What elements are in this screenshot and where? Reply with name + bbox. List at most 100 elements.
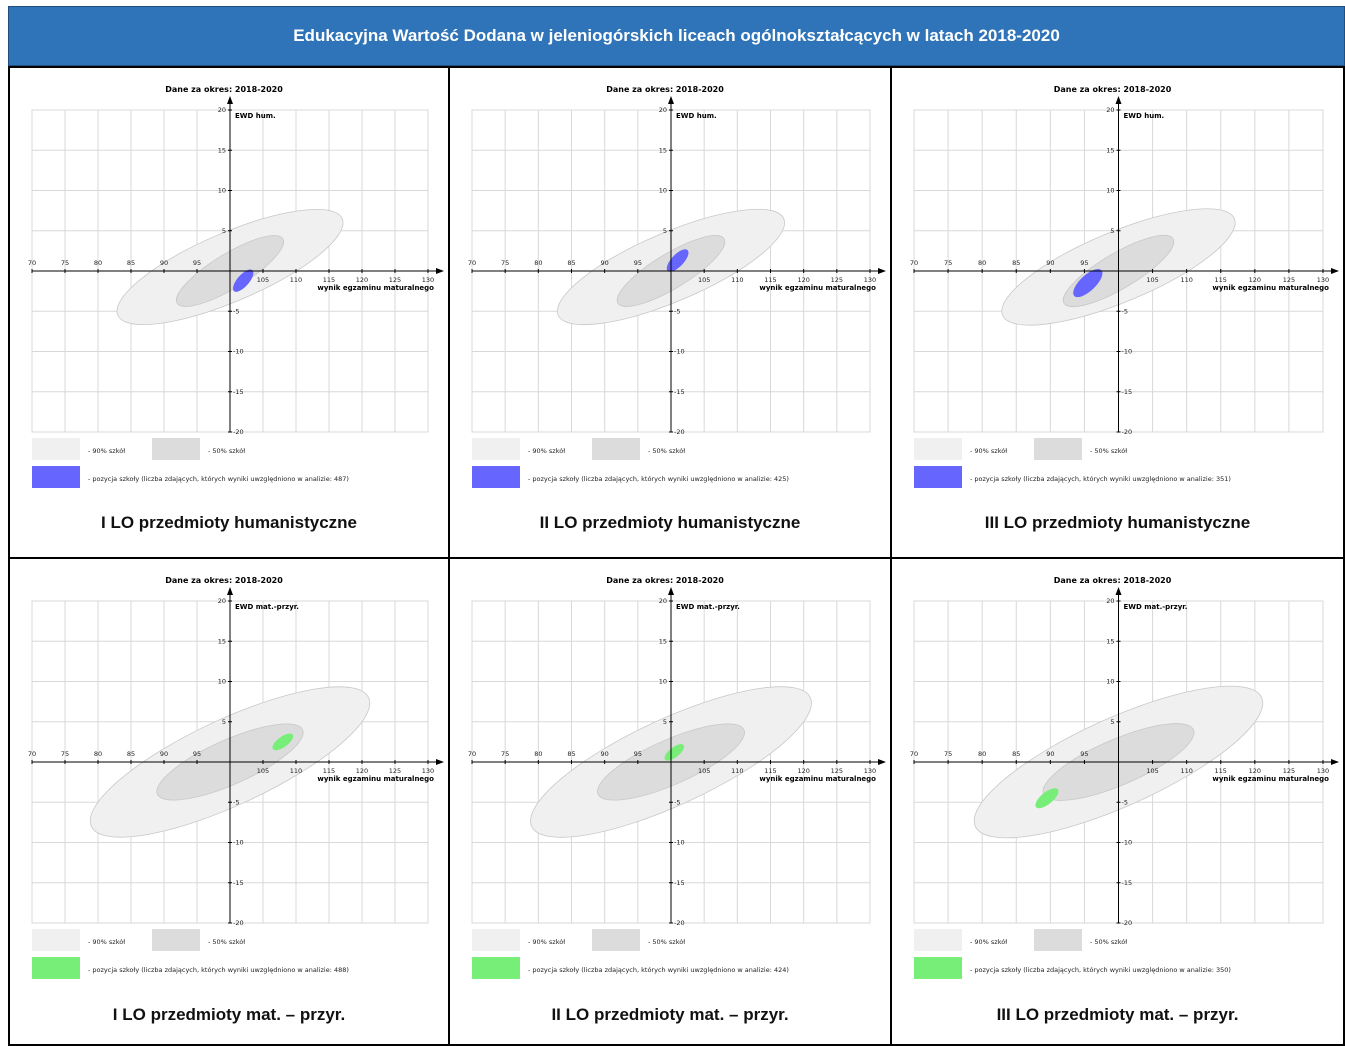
x-axis-arrow <box>878 759 886 765</box>
legend-label-50: - 50% szkół <box>648 447 685 455</box>
legend-swatch-90 <box>914 929 962 951</box>
y-axis-arrow <box>227 96 233 104</box>
y-tick-label: 10 <box>218 187 226 195</box>
y-tick-label: 10 <box>1106 187 1114 195</box>
x-tick-label: 125 <box>1283 767 1295 775</box>
x-tick-label: 95 <box>1080 750 1088 758</box>
legend-label-90: - 90% szkół <box>528 447 565 455</box>
y-tick-label: -10 <box>1122 839 1133 847</box>
x-tick-label: 130 <box>1317 276 1329 284</box>
chart-title: Dane za okres: 2018-2020 <box>606 576 724 585</box>
x-tick-label: 90 <box>1046 259 1054 267</box>
x-axis-arrow <box>878 268 886 274</box>
x-tick-label: 70 <box>910 259 918 267</box>
panel-caption: II LO przedmioty mat. – przyr. <box>551 1005 789 1024</box>
x-tick-label: 75 <box>501 750 509 758</box>
chart-panel-4: Dane za okres: 2018-2020 70 75 80 85 90 95 105 1… <box>10 559 450 1046</box>
y-tick-label: -10 <box>233 348 244 356</box>
chart-panel-5: Dane za okres: 2018-2020 70 75 80 85 90 95 105 1… <box>450 559 892 1046</box>
x-tick-label: 110 <box>290 767 302 775</box>
x-tick-label: 125 <box>1283 276 1295 284</box>
panel-caption: I LO przedmioty mat. – przyr. <box>112 1005 346 1024</box>
y-tick-label: 10 <box>659 678 667 686</box>
legend-label-90: - 90% szkół <box>88 938 125 946</box>
x-tick-label: 120 <box>356 767 368 775</box>
page-title: Edukacyjna Wartość Dodana w jeleniogórsk… <box>293 26 1060 45</box>
y-tick-label: -5 <box>1122 307 1128 315</box>
x-tick-label: 95 <box>193 750 201 758</box>
y-tick-label: -5 <box>674 307 680 315</box>
legend-swatch-90 <box>32 438 80 460</box>
x-tick-label: 125 <box>389 276 401 284</box>
y-axis-label: EWD mat.-przyr. <box>676 603 740 611</box>
y-axis-arrow <box>1115 96 1122 104</box>
legend-swatch-50 <box>592 438 640 460</box>
x-tick-label: 110 <box>731 767 743 775</box>
y-tick-label: -15 <box>674 388 685 396</box>
school-position-marker <box>1035 788 1059 809</box>
x-tick-label: 105 <box>698 767 710 775</box>
y-tick-label: -10 <box>1122 348 1133 356</box>
x-tick-label: 105 <box>257 767 269 775</box>
y-tick-label: 5 <box>663 227 667 235</box>
legend-label-school: - pozycja szkoły (liczba zdających, któr… <box>528 475 789 483</box>
legend-label-90: - 90% szkół <box>528 938 565 946</box>
y-axis-arrow <box>227 587 233 595</box>
y-tick-label: -5 <box>674 798 680 806</box>
x-tick-label: 70 <box>468 750 476 758</box>
chart-panel-1: Dane za okres: 2018-2020 70 75 80 85 90 95 105 1… <box>10 68 450 559</box>
legend-swatch-50 <box>152 929 200 951</box>
x-tick-label: 110 <box>1180 276 1192 284</box>
legend-swatch-school <box>32 466 80 488</box>
x-tick-label: 70 <box>468 259 476 267</box>
chart-title: Dane za okres: 2018-2020 <box>1054 85 1172 94</box>
x-tick-label: 95 <box>634 259 642 267</box>
x-tick-label: 70 <box>28 259 36 267</box>
x-tick-label: 90 <box>601 259 609 267</box>
legend-swatch-90 <box>472 929 520 951</box>
x-tick-label: 130 <box>864 276 876 284</box>
x-tick-label: 95 <box>193 259 201 267</box>
school-position-marker <box>232 269 254 292</box>
x-tick-label: 125 <box>831 767 843 775</box>
y-axis-arrow <box>668 96 674 104</box>
x-tick-label: 115 <box>323 276 335 284</box>
legend-label-50: - 50% szkół <box>1090 938 1127 946</box>
x-axis-arrow <box>1331 759 1339 765</box>
legend-swatch-90 <box>914 438 962 460</box>
page-title-banner: Edukacyjna Wartość Dodana w jeleniogórsk… <box>8 6 1345 66</box>
y-tick-label: 15 <box>218 637 226 645</box>
y-tick-label: -15 <box>233 879 244 887</box>
school-position-marker <box>272 733 294 751</box>
y-axis-arrow <box>668 587 674 595</box>
chart-panel-6: Dane za okres: 2018-2020 70 75 80 85 90 95 105 1… <box>892 559 1345 1046</box>
chart-panel-2: Dane za okres: 2018-2020 70 75 80 85 90 95 105 1… <box>450 68 892 559</box>
y-tick-label: -10 <box>233 839 244 847</box>
y-tick-label: -20 <box>233 428 244 436</box>
panel-caption: II LO przedmioty humanistyczne <box>539 513 801 532</box>
x-tick-label: 120 <box>797 276 809 284</box>
legend-label-90: - 90% szkół <box>970 938 1007 946</box>
legend-label-90: - 90% szkół <box>88 447 125 455</box>
y-tick-label: 10 <box>1106 678 1114 686</box>
y-tick-label: 5 <box>663 718 667 726</box>
x-tick-label: 75 <box>61 259 69 267</box>
x-tick-label: 105 <box>1146 767 1158 775</box>
y-tick-label: -15 <box>233 388 244 396</box>
x-tick-label: 130 <box>864 767 876 775</box>
x-tick-label: 125 <box>389 767 401 775</box>
legend-swatch-school <box>472 957 520 979</box>
legend-label-school: - pozycja szkoły (liczba zdających, któr… <box>970 475 1231 483</box>
legend-label-school: - pozycja szkoły (liczba zdających, któr… <box>88 966 349 974</box>
x-tick-label: 75 <box>501 259 509 267</box>
legend-swatch-50 <box>1034 438 1082 460</box>
x-tick-label: 120 <box>1249 276 1261 284</box>
y-tick-label: 20 <box>1106 597 1114 605</box>
y-tick-label: 20 <box>659 106 667 114</box>
legend-label-50: - 50% szkół <box>208 938 245 946</box>
school-position-marker <box>666 249 689 272</box>
legend-swatch-school <box>472 466 520 488</box>
